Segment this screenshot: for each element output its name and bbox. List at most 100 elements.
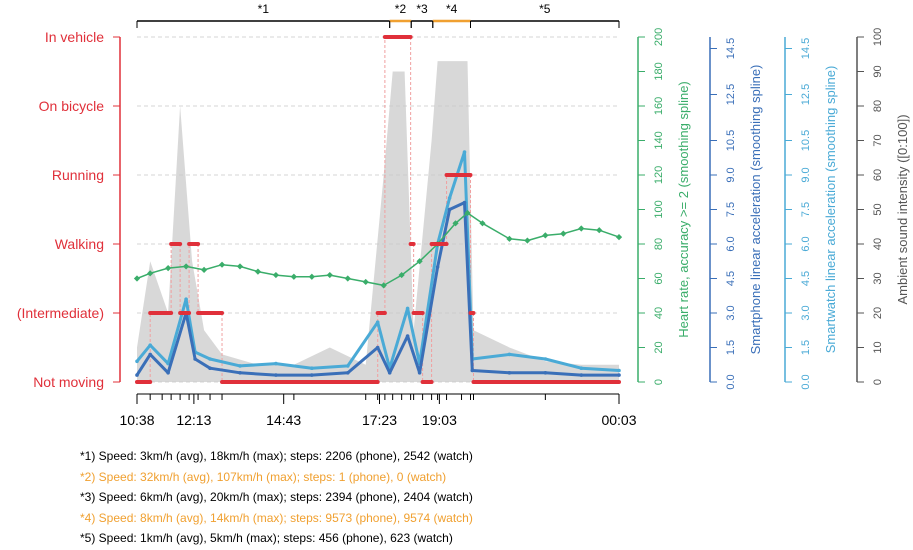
watch-acc-line [135,150,620,372]
phone-acc-line-point [507,371,512,375]
heart-rate-marker [133,275,141,282]
phone-acc-line-point [274,373,278,377]
heart-axis-tick-label: 40 [653,307,665,319]
heart-rate-marker [524,237,531,244]
heart-axis-tick-label: 160 [653,97,665,115]
segment-note-2: *2) Speed: 32km/h (avg), 107km/h (max); … [80,469,447,484]
watch-acc-line-point [148,343,152,348]
segment-label: *2 [395,2,407,16]
heart-rate-marker [380,282,387,289]
sound-axis-title: Ambient sound intensity ([0:100]) [895,114,910,304]
phone-axis-tick-label: 3.0 [725,305,737,320]
phone-acc-line-point [617,373,621,377]
sound-axis-tick-label: 100 [872,28,884,46]
sound-axis-tick-label: 90 [872,65,884,77]
segment-label: *5 [539,2,551,16]
watch-axis-tick-label: 0.0 [800,374,812,389]
segment-note-1: *1) Speed: 3km/h (avg), 18km/h (max); st… [80,449,473,463]
heart-rate-marker [218,261,226,268]
watch-axis-tick-label: 9.0 [800,167,812,182]
heart-rate-marker [362,278,369,286]
heart-rate-marker [344,275,351,282]
x-axis-label: 10:38 [119,412,154,428]
heart-axis-title: Heart rate, accuracy >= 2 (smoothing spl… [676,81,691,338]
phone-acc-line-point [166,371,170,375]
segment-note-3: *3) Speed: 6km/h (avg), 20km/h (max); st… [80,490,473,505]
heart-rate-marker [290,273,297,280]
heart-rate-marker [254,268,262,275]
sound-axis-tick-label: 60 [872,169,884,181]
watch-acc-line-point [166,361,170,366]
sound-axis-tick-label: 10 [872,341,884,353]
phone-acc-line-point [470,368,475,373]
heart-axis-tick-label: 120 [653,166,665,184]
heart-rate-marker [416,258,423,265]
watch-acc-line-point [184,297,188,302]
watch-acc-line-point [135,359,139,364]
segment-note-4: *4) Speed: 8km/h (avg), 14km/h (max); st… [80,510,473,525]
phone-acc-line-point [310,373,314,377]
watch-acc-line-point [274,361,278,366]
watch-acc-line-point [405,306,410,311]
heart-rate-marker [308,273,315,280]
phone-acc-line-point [148,352,152,357]
phone-acc-line-point [543,371,548,375]
heart-axis-tick-label: 140 [653,131,665,149]
watch-axis-tick-label: 10.5 [800,130,812,151]
left-axis-label: On bicycle [39,98,105,114]
heart-rate-marker [578,225,585,232]
watch-axis-tick-label: 12.5 [800,84,812,105]
watch-acc-line-point [238,364,242,368]
phone-axis-tick-label: 0.0 [725,374,737,389]
heart-axis-tick-label: 80 [653,238,665,250]
watch-axis-tick-label: 7.5 [800,202,812,217]
x-axis-label: 17:23 [362,412,397,428]
watch-acc-line-point [346,364,350,368]
sound-axis-tick-label: 20 [872,307,884,319]
watch-acc-line-point [579,366,584,371]
heart-rate-marker [200,266,208,273]
x-axis-label: 14:43 [266,412,301,428]
heart-axis-tick-label: 0 [653,379,665,385]
sound-axis-tick-label: 0 [872,379,884,385]
watch-axis-tick-label: 3.0 [800,305,812,320]
phone-acc-line-point [135,373,139,377]
heart-axis-tick-label: 180 [653,62,665,80]
left-axis-label: In vehicle [45,29,104,45]
x-axis-label: 00:03 [601,412,636,428]
segment-note-5: *5) Speed: 1km/h (avg), 5km/h (max); ste… [80,531,453,546]
sound-area [137,61,619,382]
phone-acc-line-point [346,371,350,375]
x-axis-label: 19:03 [422,412,457,428]
phone-axis-title: Smartphone linear acceleration (smoothin… [748,65,763,355]
heart-axis-tick-label: 200 [653,28,665,46]
activity-chart: Not moving (Intermediate) Walking Running On… [17,2,910,428]
left-axis-label: (Intermediate) [17,305,104,321]
phone-acc-line-point [208,366,212,371]
watch-axis-tick-label: 14.5 [800,38,812,59]
phone-axis-tick-label: 4.5 [725,271,737,286]
left-axis-label: Running [52,167,104,183]
sound-axis-tick-label: 80 [872,100,884,112]
phone-acc-line-point [417,371,422,375]
heart-rate-marker [165,265,172,272]
phone-acc-line-point [238,371,242,375]
phone-axis-tick-label: 1.5 [725,340,737,355]
watch-acc-line-point [507,352,512,357]
phone-acc-line-point [193,357,197,361]
heart-axis-tick-label: 20 [653,341,665,353]
phone-axis-tick-label: 6.0 [725,236,737,251]
segment-label: *4 [446,2,458,16]
left-axis-label: Not moving [33,374,104,390]
phone-acc-line-point [462,200,467,205]
watch-acc-line-point [617,368,621,373]
heart-rate-marker [506,235,513,242]
phone-acc-line [135,201,619,377]
watch-axis-tick-label: 6.0 [800,236,812,251]
heart-rate-marker [596,227,603,234]
heart-rate-marker [272,271,280,279]
heart-rate-marker [398,271,405,279]
phone-acc-line-point [579,373,584,377]
watch-axis-title: Smartwatch linear acceleration (smoothin… [823,66,838,354]
watch-acc-line-point [375,320,380,325]
